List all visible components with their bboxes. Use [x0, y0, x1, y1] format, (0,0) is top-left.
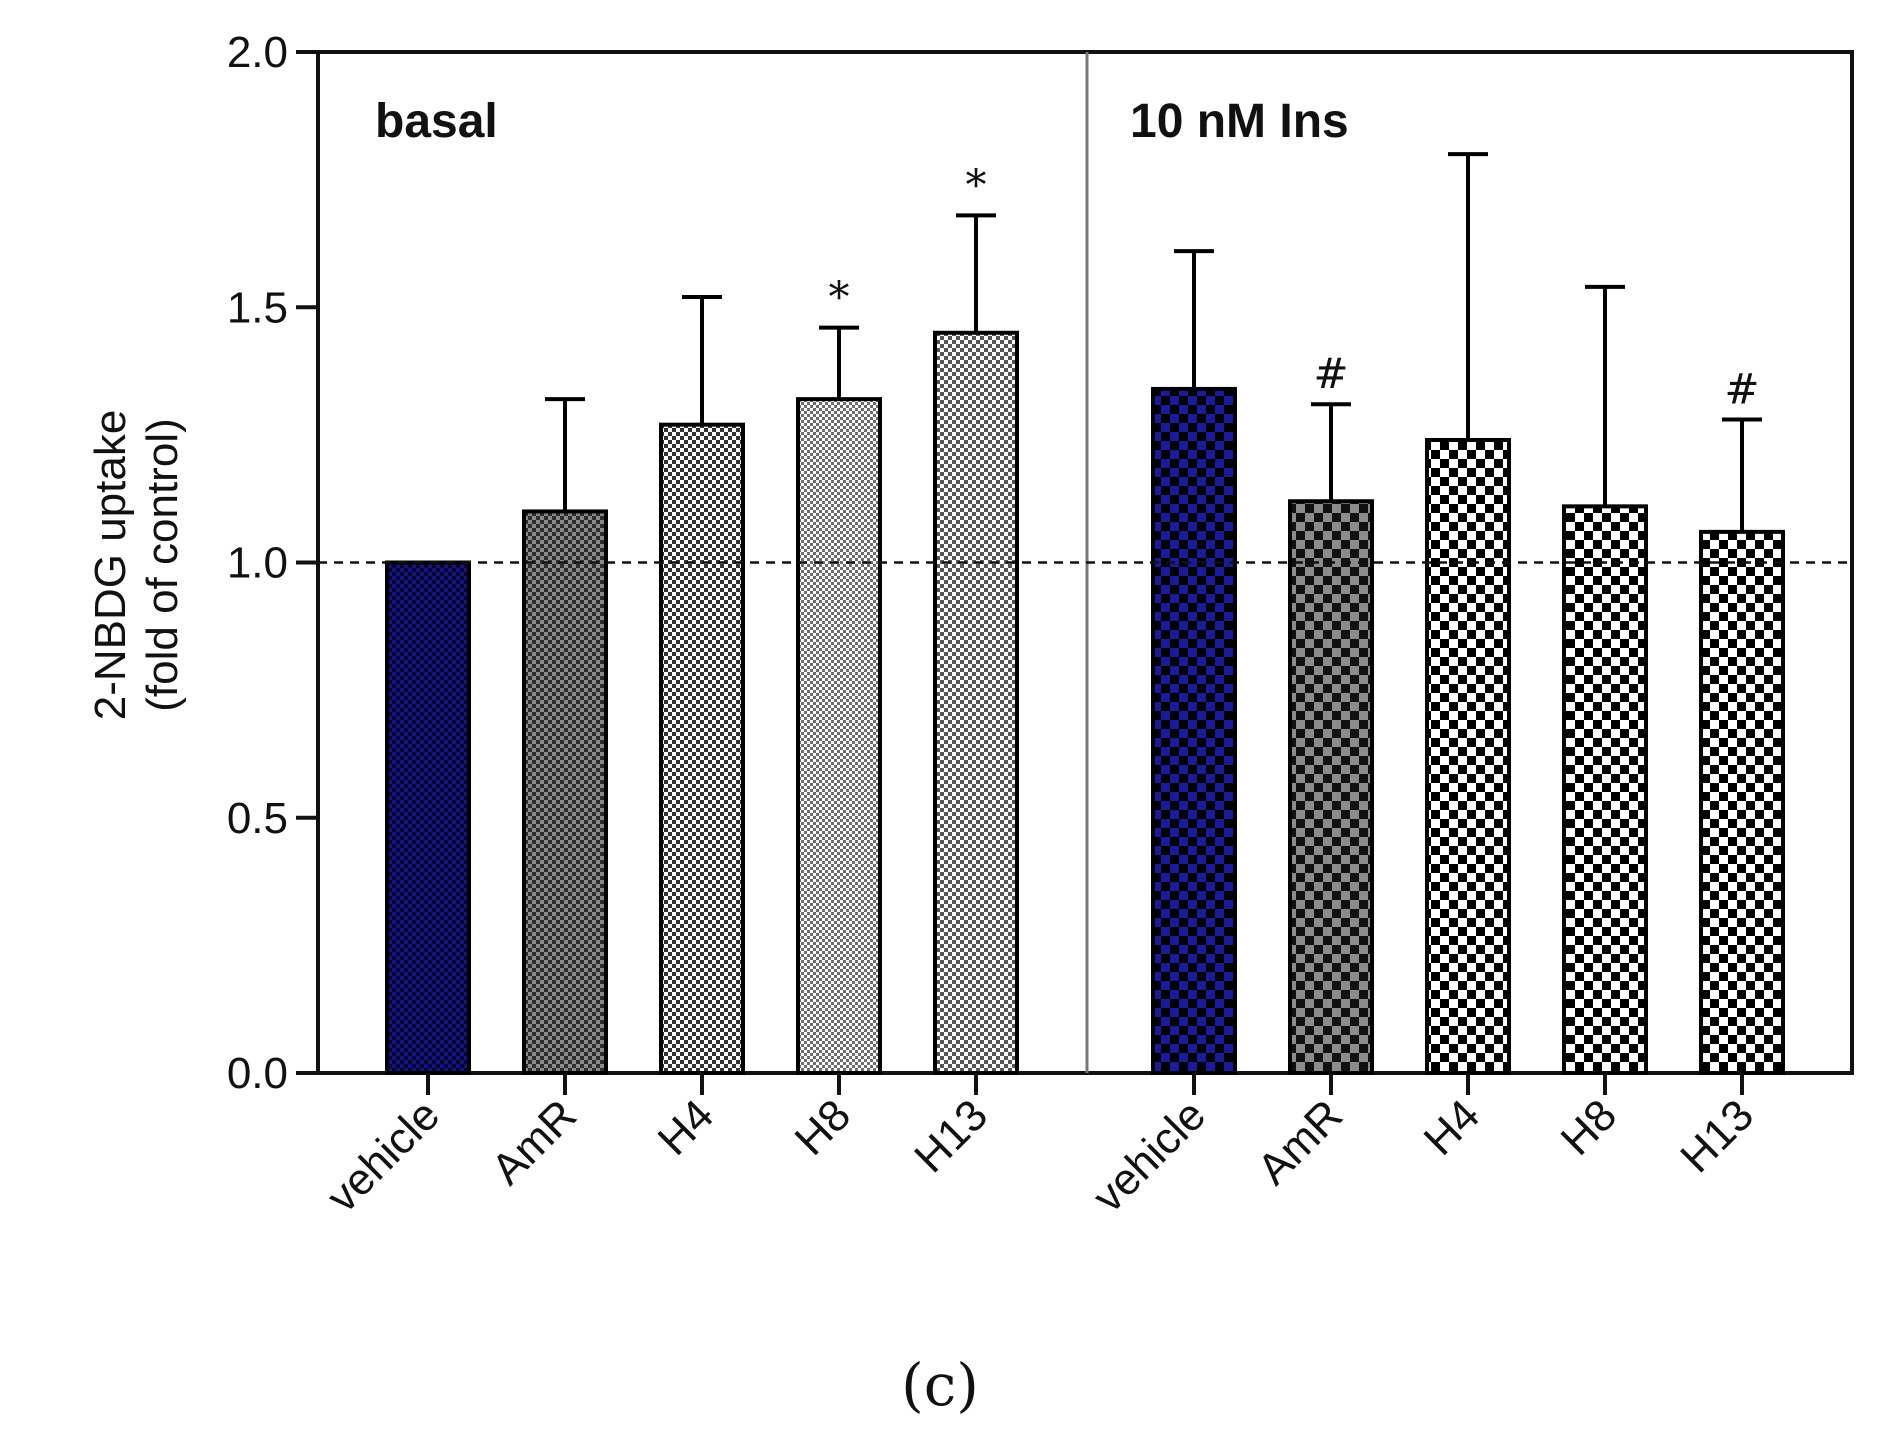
bar-ins-h13	[1699, 529, 1785, 1075]
significance-mark: #	[1724, 365, 1759, 414]
x-tick-label: H8	[1552, 1090, 1626, 1164]
chart-text: vehicle AmR H4 * H8 * H13 vehicle # AmR H4 H8 # H13 0.…	[86, 28, 1763, 1419]
x-tick-label: AmR	[482, 1090, 586, 1194]
bar-basal-h13	[933, 330, 1019, 1075]
x-tick-label: H8	[786, 1090, 860, 1164]
bars	[385, 330, 1785, 1076]
y-axis-label: 2-NBDG uptake(fold of control)	[86, 410, 187, 721]
bar-basal-h8	[796, 397, 882, 1075]
group-label: basal	[375, 95, 498, 148]
panel-label: (c)	[901, 1351, 979, 1419]
x-tick-label: H13	[905, 1090, 997, 1182]
significance-mark: *	[829, 273, 850, 322]
y-tick-label: 1.5	[227, 283, 288, 332]
y-tick-label: 2.0	[227, 28, 288, 77]
bar-basal-amr	[522, 509, 608, 1075]
x-tick-label: vehicle	[1084, 1090, 1215, 1221]
error-bars	[545, 152, 1762, 532]
x-tick-label: AmR	[1248, 1090, 1352, 1194]
bar-ins-amr	[1288, 499, 1374, 1075]
significance-mark: #	[1313, 349, 1348, 398]
y-tick-label: 0.0	[227, 1049, 288, 1098]
y-axis-label-line: (fold of control)	[138, 418, 187, 711]
y-axis-label-line: 2-NBDG uptake	[86, 410, 135, 721]
bar-basal-h4	[659, 422, 745, 1076]
significance-mark: *	[966, 160, 987, 209]
bar-ins-h4	[1425, 437, 1511, 1076]
x-tick-label: H4	[649, 1090, 723, 1164]
bar-ins-vehicle	[1151, 386, 1237, 1075]
bar-basal-vehicle	[385, 560, 471, 1075]
x-tick-label: H4	[1415, 1090, 1489, 1164]
axes	[296, 50, 1852, 1095]
group-label: 10 nM Ins	[1130, 95, 1349, 148]
x-tick-label: vehicle	[318, 1090, 449, 1221]
bar-ins-h8	[1562, 504, 1648, 1076]
x-tick-label: H13	[1671, 1090, 1763, 1182]
y-tick-label: 1.0	[227, 539, 288, 588]
y-tick-label: 0.5	[227, 794, 288, 843]
